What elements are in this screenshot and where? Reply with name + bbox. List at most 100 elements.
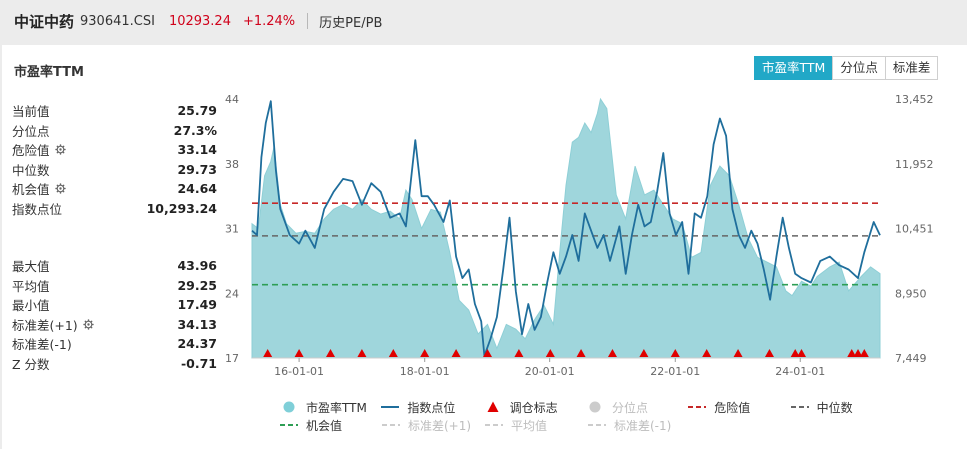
- legend-line-icon: [381, 406, 400, 408]
- stat-value: 43.96: [177, 258, 217, 274]
- rebalance-marker: [607, 349, 617, 357]
- stat-value: 27.3%: [173, 122, 217, 138]
- stat-row: Z 分数 -0.71: [12, 354, 217, 374]
- index-level-line: [251, 100, 881, 357]
- legend-dot-icon: [589, 401, 601, 413]
- stat-label-text: 平均值: [12, 278, 50, 294]
- stat-label: 平均值: [12, 276, 50, 295]
- stat-label-text: 最小值: [12, 298, 50, 314]
- stat-value: 17.49: [177, 297, 217, 313]
- stat-row: 标准差(+1) 34.13: [12, 315, 217, 335]
- legend-item[interactable]: 机会值: [278, 417, 380, 434]
- stat-row: 危险值 33.14: [12, 140, 217, 160]
- x-axis-tick-label: 18-01-01: [400, 365, 450, 378]
- legend-label: 分位点: [611, 400, 648, 415]
- rebalance-marker: [670, 349, 680, 357]
- y-axis-right-tick-label: 11,952: [895, 158, 934, 171]
- y-axis-right-tick-label: 7,449: [895, 352, 927, 365]
- legend-item[interactable]: 危险值: [686, 399, 788, 416]
- rebalance-marker: [326, 349, 335, 357]
- rebalance-marker: [357, 349, 367, 357]
- stat-label: 标准差(+1): [12, 315, 94, 334]
- legend-item[interactable]: 平均值: [483, 417, 586, 434]
- legend-dash-icon: [688, 406, 707, 408]
- x-axis-tick-label: 20-01-01: [525, 365, 575, 378]
- y-axis-right-tick-label: 13,452: [895, 93, 934, 106]
- rebalance-marker: [545, 349, 555, 357]
- stat-value: 24.37: [177, 336, 217, 352]
- stat-row: 分位点 27.3%: [12, 121, 217, 141]
- stat-value: 33.14: [177, 142, 217, 158]
- rebalance-marker: [764, 349, 774, 357]
- rebalance-marker: [263, 349, 273, 357]
- stat-label: 最小值: [12, 295, 50, 314]
- chart-legend: 市盈率TTM 指数点位 调仓标志 分位点 危险值 中位数 机会值 标准差(+1) 平均值 标准差…: [278, 398, 878, 434]
- legend-triangle-icon: [487, 401, 499, 412]
- stat-label: 危险值: [12, 140, 66, 159]
- legend-dash-icon: [280, 424, 298, 426]
- x-axis-tick-label: 16-01-01: [274, 365, 324, 378]
- y-axis-left-tick-label: 38: [225, 158, 239, 171]
- pe-history-chart: 44 38 31 24 17 13,452 11,952 10,451 8,950 7,449 16…: [225, 93, 934, 378]
- stat-label-text: 当前值: [12, 104, 50, 120]
- stat-row: 最大值 43.96: [12, 256, 217, 276]
- settings-gear-icon[interactable]: [83, 319, 94, 330]
- legend-label: 机会值: [306, 418, 343, 433]
- y-axis-right-tick-label: 10,451: [895, 223, 934, 236]
- legend-label: 指数点位: [407, 400, 456, 415]
- rebalance-marker: [702, 349, 712, 357]
- legend-item[interactable]: 分位点: [584, 399, 686, 416]
- stat-label: Z 分数: [12, 354, 50, 373]
- stat-row: 标准差(-1) 24.37: [12, 334, 217, 354]
- metric-switch: 市盈率TTM 分位点 标准差: [754, 56, 939, 80]
- valuation-panel: 市盈率TTM 市盈率TTM 分位点 标准差 当前值 25.79 分位点 27.3% 危险…: [2, 45, 967, 449]
- legend-item[interactable]: 中位数: [789, 399, 878, 416]
- std-dev-button[interactable]: 标准差: [884, 56, 939, 80]
- stat-label-text: 标准差(+1): [12, 317, 78, 333]
- rebalance-marker: [514, 349, 524, 357]
- legend-dash-icon: [382, 424, 400, 426]
- stat-label-text: 机会值: [12, 182, 50, 198]
- settings-gear-icon[interactable]: [54, 183, 66, 194]
- index-name: 中证中药: [14, 12, 75, 31]
- legend-dot-icon: [283, 401, 295, 413]
- rebalance-marker: [790, 349, 800, 357]
- stat-label: 分位点: [12, 121, 50, 140]
- stat-label-text: 危险值: [12, 143, 50, 159]
- rebalance-marker: [733, 349, 743, 357]
- tab-history-pe-pb[interactable]: 历史PE/PB: [319, 15, 383, 31]
- stat-value: 34.13: [177, 316, 217, 332]
- legend-item[interactable]: 市盈率TTM: [278, 399, 379, 416]
- stat-label: 当前值: [12, 101, 50, 120]
- rebalance-marker: [388, 349, 398, 357]
- pe-ttm-area: [251, 97, 881, 359]
- rebalance-marker: [451, 349, 461, 357]
- stat-value: 25.79: [177, 103, 217, 119]
- stat-row: 最小值 17.49: [12, 295, 217, 315]
- rebalance-marker: [797, 349, 806, 357]
- index-change: +1.24%: [242, 13, 296, 29]
- settings-gear-icon[interactable]: [54, 144, 66, 155]
- legend-label: 中位数: [816, 400, 853, 415]
- rebalance-marker: [483, 349, 492, 357]
- stat-label-text: 中位数: [12, 162, 50, 178]
- legend-item[interactable]: 标准差(+1): [380, 417, 483, 434]
- stats-list: 当前值 25.79 分位点 27.3% 危险值 33.14 中位数 29.73 机会值 24.64…: [12, 101, 217, 373]
- stat-value: 24.64: [177, 181, 217, 197]
- panel-title: 市盈率TTM: [14, 65, 84, 80]
- rebalance-marker: [847, 349, 857, 357]
- stat-value: 29.25: [177, 277, 217, 293]
- stat-row: 中位数 29.73: [12, 160, 217, 180]
- stat-label-text: 指数点位: [12, 201, 63, 217]
- stat-value: -0.71: [180, 355, 217, 371]
- legend-item[interactable]: 指数点位: [379, 399, 481, 416]
- legend-item[interactable]: 调仓标志: [482, 399, 584, 416]
- legend-item[interactable]: 标准差(-1): [586, 417, 689, 434]
- stat-label: 最大值: [12, 256, 50, 275]
- stat-label-text: 分位点: [12, 123, 50, 139]
- stat-label: 机会值: [12, 179, 66, 198]
- stat-row: 平均值 29.25: [12, 276, 217, 296]
- x-axis-tick-label: 22-01-01: [650, 365, 700, 378]
- y-axis-left-tick-label: 44: [225, 93, 239, 106]
- legend-label: 平均值: [511, 418, 548, 433]
